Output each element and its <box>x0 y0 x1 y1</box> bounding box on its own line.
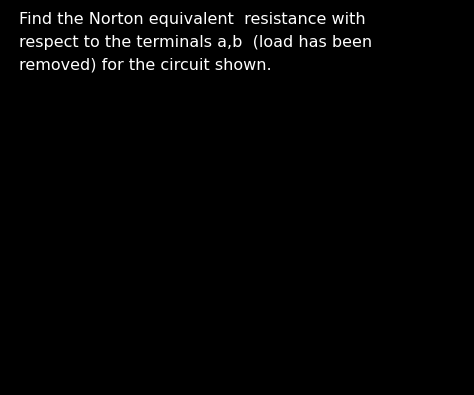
Text: 12 Ω: 12 Ω <box>221 139 253 153</box>
Text: 72 V: 72 V <box>33 282 66 297</box>
Text: +: + <box>91 272 104 287</box>
Text: Find the Norton equivalent  resistance with
respect to the terminals a,b  (load : Find the Norton equivalent resistance wi… <box>19 12 372 72</box>
Text: b: b <box>432 336 442 351</box>
Text: 5 Ω: 5 Ω <box>190 208 214 222</box>
Text: −: − <box>91 290 104 308</box>
Text: 20 Ω: 20 Ω <box>260 282 292 297</box>
Text: 8 Ω: 8 Ω <box>269 208 292 222</box>
Text: a: a <box>432 228 442 243</box>
